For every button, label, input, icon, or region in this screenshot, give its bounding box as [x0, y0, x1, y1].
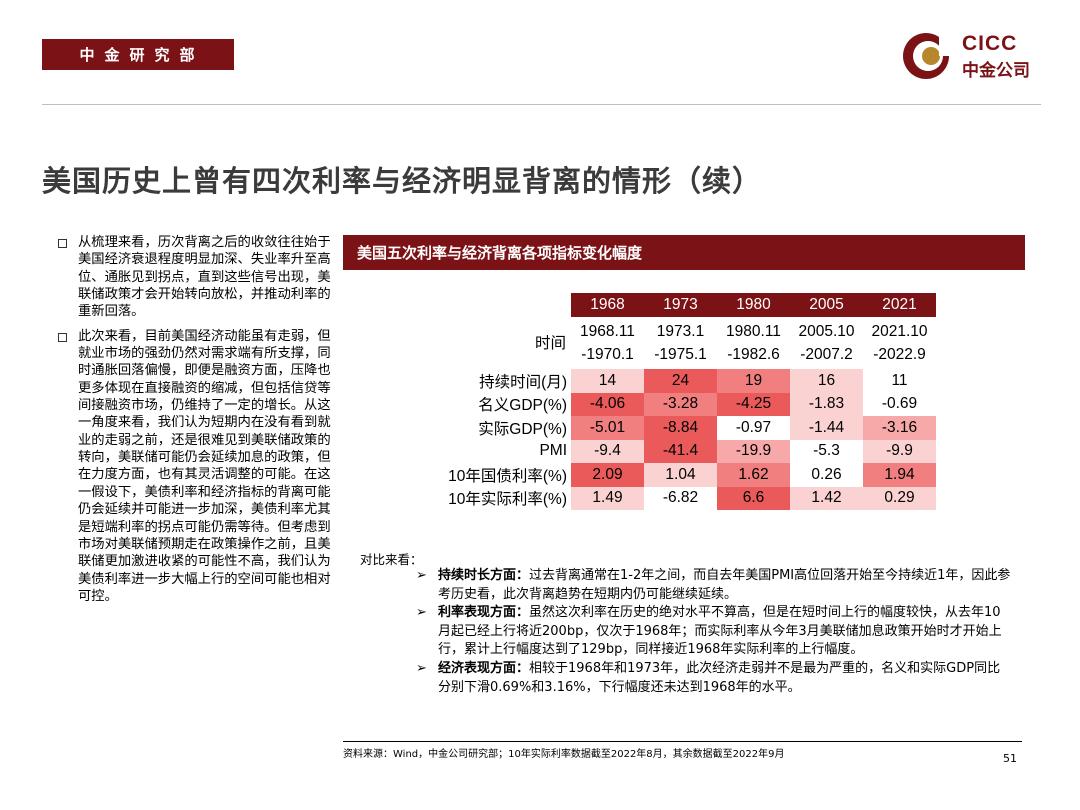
table-row: 实际GDP(%) -5.01 -8.84 -0.97 -1.44 -3.16 — [414, 416, 936, 440]
cicc-logo-icon — [903, 31, 953, 79]
row-label: PMI — [539, 442, 567, 460]
item-text: 过去背离通常在1-2年之间，而自去年美国PMI高位回落开始至今持续近1年，因此参… — [438, 568, 1011, 602]
table-cell: -3.28 — [644, 392, 717, 416]
source-note: 资料来源：Wind，中金公司研究部；10年实际利率数据截至2022年8月，其余数… — [343, 749, 785, 760]
row-label: 10年实际利率(%) — [448, 491, 567, 509]
bullet-text: 从梳理来看，历次背离之后的收敛往往始于美国经济衰退程度明显加深、失业率升至高位、… — [78, 235, 331, 320]
table-row: 持续时间(月) 14 24 19 16 11 — [414, 369, 936, 393]
table-corner — [414, 293, 571, 317]
table-cell: -5.01 — [571, 416, 644, 440]
table-cell: -0.97 — [717, 416, 790, 440]
table-cell: 11 — [863, 369, 936, 393]
table-cell: -19.9 — [717, 439, 790, 463]
comparison-label: 对比来看： — [360, 552, 423, 567]
logo-text-cn: 中金公司 — [962, 61, 1030, 81]
header-divider — [42, 104, 1041, 105]
table-cell: -8.84 — [644, 416, 717, 440]
table-cell: 0.29 — [863, 486, 936, 510]
period-cell: 2005.10 -2007.2 — [790, 317, 863, 369]
arrow-bullet-icon: ➢ — [416, 660, 427, 676]
row-label: 名义GDP(%) — [478, 397, 567, 415]
period-cell: 1968.11 -1970.1 — [571, 317, 644, 369]
table-cell: 24 — [644, 369, 717, 393]
department-label: 中金研究部 — [42, 39, 234, 70]
period-cell: 1973.1 -1975.1 — [644, 317, 717, 369]
table-header-row: 1968 1973 1980 2005 2021 — [414, 293, 936, 317]
period-start: 2005.10 — [798, 323, 855, 340]
item-head: 利率表现方面： — [438, 605, 530, 621]
period-end: -2007.2 — [800, 346, 853, 363]
comparison-item: ➢ 持续时长方面：过去背离通常在1-2年之间，而自去年美国PMI高位回落开始至今… — [416, 567, 1011, 604]
table-cell: 16 — [790, 369, 863, 393]
table-cell: 1.94 — [863, 463, 936, 487]
table-cell: -3.16 — [863, 416, 936, 440]
period-start: 1973.1 — [656, 323, 705, 340]
table-row: 名义GDP(%) -4.06 -3.28 -4.25 -1.83 -0.69 — [414, 392, 936, 416]
period-start: 1980.11 — [726, 323, 781, 340]
page-number: 51 — [1003, 752, 1017, 765]
bullet-text: 此次来看，目前美国经济动能虽有走弱，但就业市场的强劲仍然对需求端有所支撑，同时通… — [78, 328, 331, 604]
period-end: -1970.1 — [581, 346, 634, 363]
indicator-table: 1968 1973 1980 2005 2021 时间 1968.11 -1970… — [414, 293, 936, 510]
table-cell: -5.3 — [790, 439, 863, 463]
bullet-item: 从梳理来看，历次背离之后的收敛往往始于美国经济衰退程度明显加深、失业率升至高位、… — [56, 234, 339, 321]
period-end: -1982.6 — [727, 346, 780, 363]
period-start: 2021.10 — [871, 323, 928, 340]
period-cell: 1980.11 -1982.6 — [717, 317, 790, 369]
table-row: PMI -9.4 -41.4 -19.9 -5.3 -9.9 — [414, 439, 936, 463]
row-label: 10年国债利率(%) — [448, 467, 567, 485]
square-bullet-icon — [58, 239, 67, 248]
table-cell: -4.06 — [571, 392, 644, 416]
period-end: -2022.9 — [873, 346, 926, 363]
year-header: 1980 — [717, 293, 790, 317]
table-cell: 1.04 — [644, 463, 717, 487]
table-cell: 1.62 — [717, 463, 790, 487]
table-row: 10年实际利率(%) 1.49 -6.82 6.6 1.42 0.29 — [414, 486, 936, 510]
table-cell: -9.9 — [863, 439, 936, 463]
source-divider — [343, 741, 1022, 742]
table-cell: -9.4 — [571, 439, 644, 463]
comparison-list: ➢ 持续时长方面：过去背离通常在1-2年之间，而自去年美国PMI高位回落开始至今… — [416, 567, 1011, 697]
table-cell: -0.69 — [863, 392, 936, 416]
year-header: 1968 — [571, 293, 644, 317]
year-header: 2021 — [863, 293, 936, 317]
table-cell: 1.49 — [571, 486, 644, 510]
table-cell: -41.4 — [644, 439, 717, 463]
table-cell: 19 — [717, 369, 790, 393]
row-label: 时间 — [534, 334, 566, 352]
row-label: 实际GDP(%) — [478, 420, 567, 438]
table-cell: -1.44 — [790, 416, 863, 440]
period-cell: 2021.10 -2022.9 — [863, 317, 936, 369]
table-title-bar: 美国五次利率与经济背离各项指标变化幅度 — [343, 235, 1025, 270]
logo-text-en: CICC — [962, 32, 1018, 55]
table-cell: 6.6 — [717, 486, 790, 510]
table-cell: -4.25 — [717, 392, 790, 416]
year-header: 2005 — [790, 293, 863, 317]
period-start: 1968.11 — [580, 323, 635, 340]
item-head: 经济表现方面： — [438, 660, 530, 676]
item-text: 相较于1968年和1973年，此次经济走弱并不是最为严重的，名义和实际GDP同比… — [438, 660, 1001, 695]
left-bullets: 从梳理来看，历次背离之后的收敛往往始于美国经济衰退程度明显加深、失业率升至高位、… — [56, 234, 339, 605]
page-title: 美国历史上曾有四次利率与经济明显背离的情形（续） — [42, 164, 763, 198]
comparison-item: ➢ 利率表现方面：虽然这次利率在历史的绝对水平不算高，但是在短时间上行的幅度较快… — [416, 604, 1011, 660]
arrow-bullet-icon: ➢ — [416, 605, 427, 621]
period-end: -1975.1 — [654, 346, 707, 363]
cicc-logo: CICC 中金公司 — [901, 31, 1041, 81]
table-cell: -1.83 — [790, 392, 863, 416]
square-bullet-icon — [58, 332, 67, 342]
item-head: 持续时长方面： — [438, 568, 530, 583]
table-cell: 0.26 — [790, 463, 863, 487]
year-header: 1973 — [644, 293, 717, 317]
table-cell: 1.42 — [790, 486, 863, 510]
bullet-item: 此次来看，目前美国经济动能虽有走弱，但就业市场的强劲仍然对需求端有所支撑，同时通… — [56, 328, 339, 606]
table-cell: -6.82 — [644, 486, 717, 510]
table-row-period: 时间 1968.11 -1970.1 1973.1 -1975.1 1980.11 -… — [414, 317, 936, 369]
comparison-item: ➢ 经济表现方面：相较于1968年和1973年，此次经济走弱并不是最为严重的，名… — [416, 660, 1011, 697]
row-label: 持续时间(月) — [479, 373, 567, 391]
table-cell: 2.09 — [571, 463, 644, 487]
arrow-bullet-icon: ➢ — [416, 568, 427, 583]
table-cell: 14 — [571, 369, 644, 393]
item-text: 虽然这次利率在历史的绝对水平不算高，但是在短时间上行的幅度较快，从去年10月起已… — [438, 605, 1002, 658]
table-row: 10年国债利率(%) 2.09 1.04 1.62 0.26 1.94 — [414, 463, 936, 487]
